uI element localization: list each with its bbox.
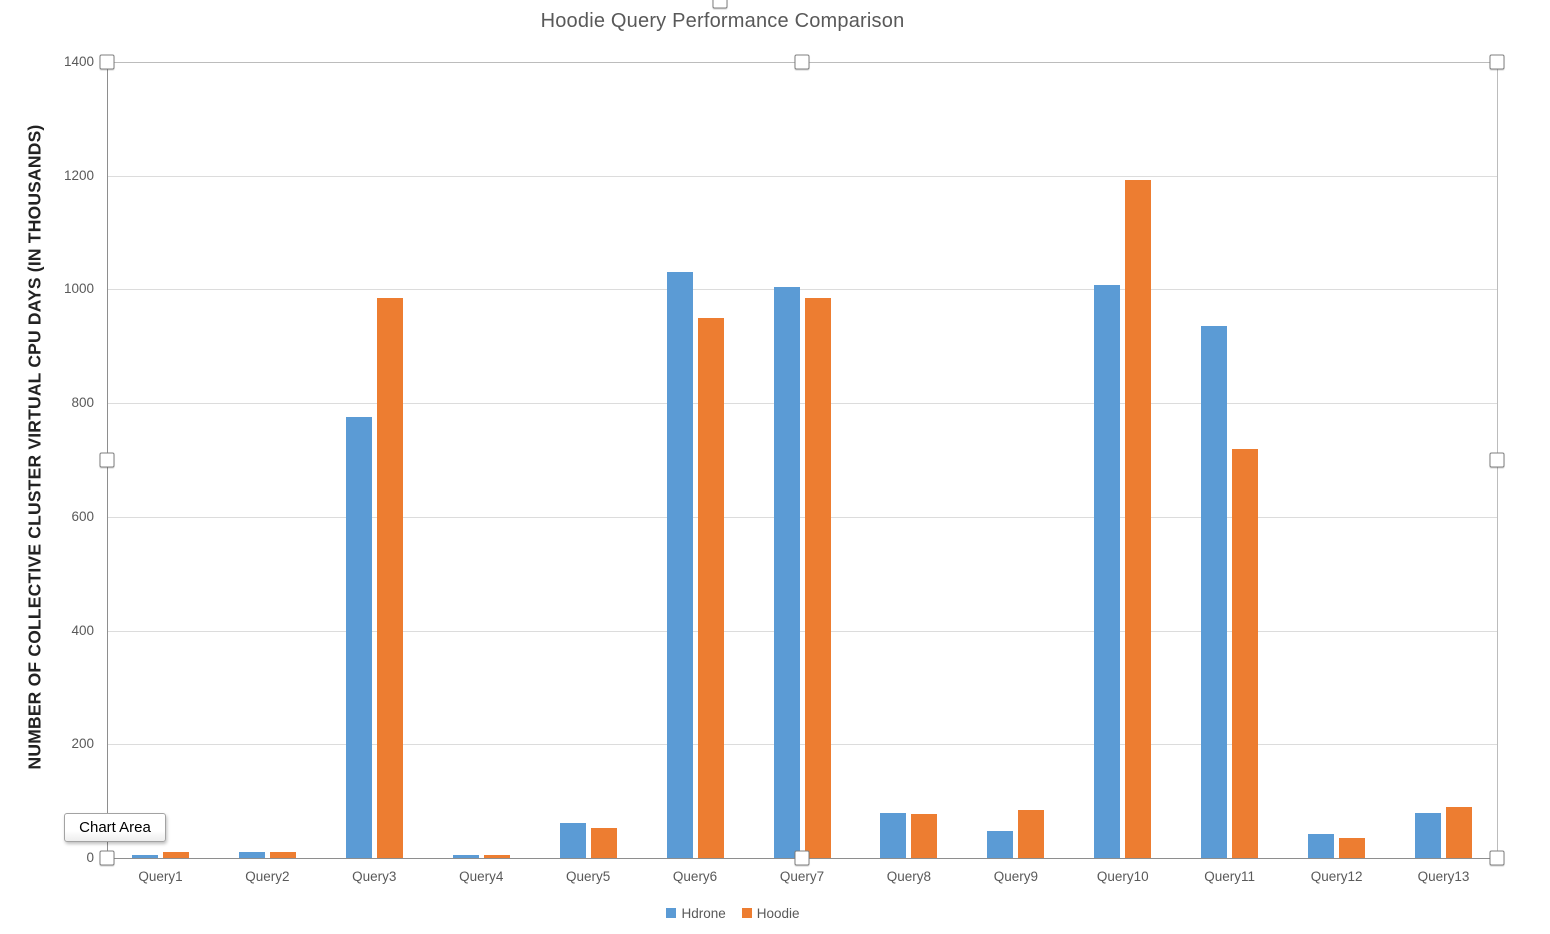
bar-hoodie-query7[interactable]	[804, 297, 831, 858]
selection-handle-2[interactable]	[794, 54, 810, 70]
x-tick-label-query4: Query4	[459, 869, 504, 884]
bar-hoodie-query5[interactable]	[590, 828, 617, 858]
y-tick-label-1200: 1200	[63, 167, 94, 183]
x-tick-label-query2: Query2	[245, 869, 290, 884]
bar-hoodie-query6[interactable]	[697, 317, 724, 858]
bar-hoodie-query4[interactable]	[483, 855, 510, 858]
bar-hoodie-query1[interactable]	[162, 852, 189, 858]
x-tick-label-query3: Query3	[352, 869, 397, 884]
gridline-800	[108, 403, 1497, 405]
legend-label-hoodie: Hoodie	[756, 905, 800, 921]
selection-handle-7[interactable]	[794, 850, 810, 866]
bar-hoodie-query2[interactable]	[269, 852, 296, 858]
x-tick-label-query13: Query13	[1417, 869, 1470, 884]
bar-hdrone-query9[interactable]	[987, 831, 1014, 858]
bar-hdrone-query2[interactable]	[238, 852, 265, 858]
bar-hdrone-query12[interactable]	[1308, 834, 1335, 858]
bar-hdrone-query4[interactable]	[452, 855, 479, 858]
bar-hdrone-query11[interactable]	[1201, 326, 1228, 858]
bar-hdrone-query1[interactable]	[131, 855, 158, 858]
legend-swatch-hoodie	[741, 908, 752, 918]
x-tick-label-query6: Query6	[672, 869, 718, 884]
bar-hdrone-query8[interactable]	[880, 812, 907, 858]
x-tick-label-query1: Query1	[138, 869, 183, 884]
y-tick-label-800: 800	[71, 395, 94, 411]
selection-handle-9[interactable]	[712, 0, 728, 9]
selection-handle-4[interactable]	[99, 452, 115, 468]
x-tick-label-query5: Query5	[566, 869, 611, 884]
y-tick-label-600: 600	[71, 508, 94, 524]
y-axis-title[interactable]: NUMBER OF COLLECTIVE CLUSTER VIRTUAL CPU…	[24, 124, 45, 770]
x-tick-label-query7: Query7	[779, 869, 825, 884]
legend-swatch-hdrone	[666, 908, 677, 918]
y-tick-label-200: 200	[71, 736, 94, 752]
bar-hoodie-query12[interactable]	[1339, 838, 1366, 858]
bar-hdrone-query6[interactable]	[666, 272, 693, 858]
bar-hoodie-query3[interactable]	[376, 297, 403, 858]
y-tick-label-1400: 1400	[63, 54, 94, 69]
bar-hdrone-query10[interactable]	[1094, 284, 1121, 858]
y-tick-label-400: 400	[71, 622, 94, 638]
plot-area[interactable]	[107, 62, 1497, 858]
selection-handle-5[interactable]	[1489, 452, 1505, 468]
gridline-600	[108, 516, 1497, 518]
legend-item-hoodie[interactable]: Hoodie	[741, 905, 800, 921]
x-tick-label-query8: Query8	[886, 869, 932, 884]
x-tick-label-query9: Query9	[993, 869, 1038, 884]
gridline-200	[108, 744, 1497, 746]
x-tick-label-query10: Query10	[1096, 869, 1149, 884]
x-tick-label-query12: Query12	[1310, 869, 1363, 884]
legend-item-hdrone[interactable]: Hdrone	[666, 905, 726, 921]
gridline-400	[108, 630, 1497, 632]
selection-handle-1[interactable]	[99, 54, 115, 70]
chart-title[interactable]: Hoodie Query Performance Comparison	[540, 10, 905, 32]
gridline-1200	[108, 175, 1497, 177]
y-tick-label-0: 0	[86, 850, 94, 865]
selection-handle-6[interactable]	[99, 850, 115, 866]
chart-area-tooltip: Chart Area	[64, 813, 166, 842]
bar-hdrone-query3[interactable]	[345, 417, 372, 858]
y-tick-label-1000: 1000	[63, 281, 94, 297]
chart-legend[interactable]: Hdrone Hoodie	[0, 903, 1466, 923]
bar-hdrone-query7[interactable]	[773, 286, 800, 858]
selection-handle-8[interactable]	[1489, 850, 1505, 866]
chart-area-tooltip-label: Chart Area	[79, 819, 151, 836]
bar-hdrone-query5[interactable]	[559, 822, 586, 858]
bar-hdrone-query13[interactable]	[1415, 812, 1442, 858]
bar-hoodie-query10[interactable]	[1125, 180, 1152, 858]
bar-hoodie-query8[interactable]	[911, 813, 938, 858]
gridline-1000	[108, 289, 1497, 291]
x-tick-label-query11: Query11	[1204, 869, 1256, 884]
legend-label-hdrone: Hdrone	[681, 905, 726, 921]
bar-hoodie-query9[interactable]	[1018, 809, 1045, 858]
bar-hoodie-query11[interactable]	[1232, 448, 1259, 858]
bar-hoodie-query13[interactable]	[1446, 806, 1473, 858]
selection-handle-3[interactable]	[1489, 54, 1505, 70]
